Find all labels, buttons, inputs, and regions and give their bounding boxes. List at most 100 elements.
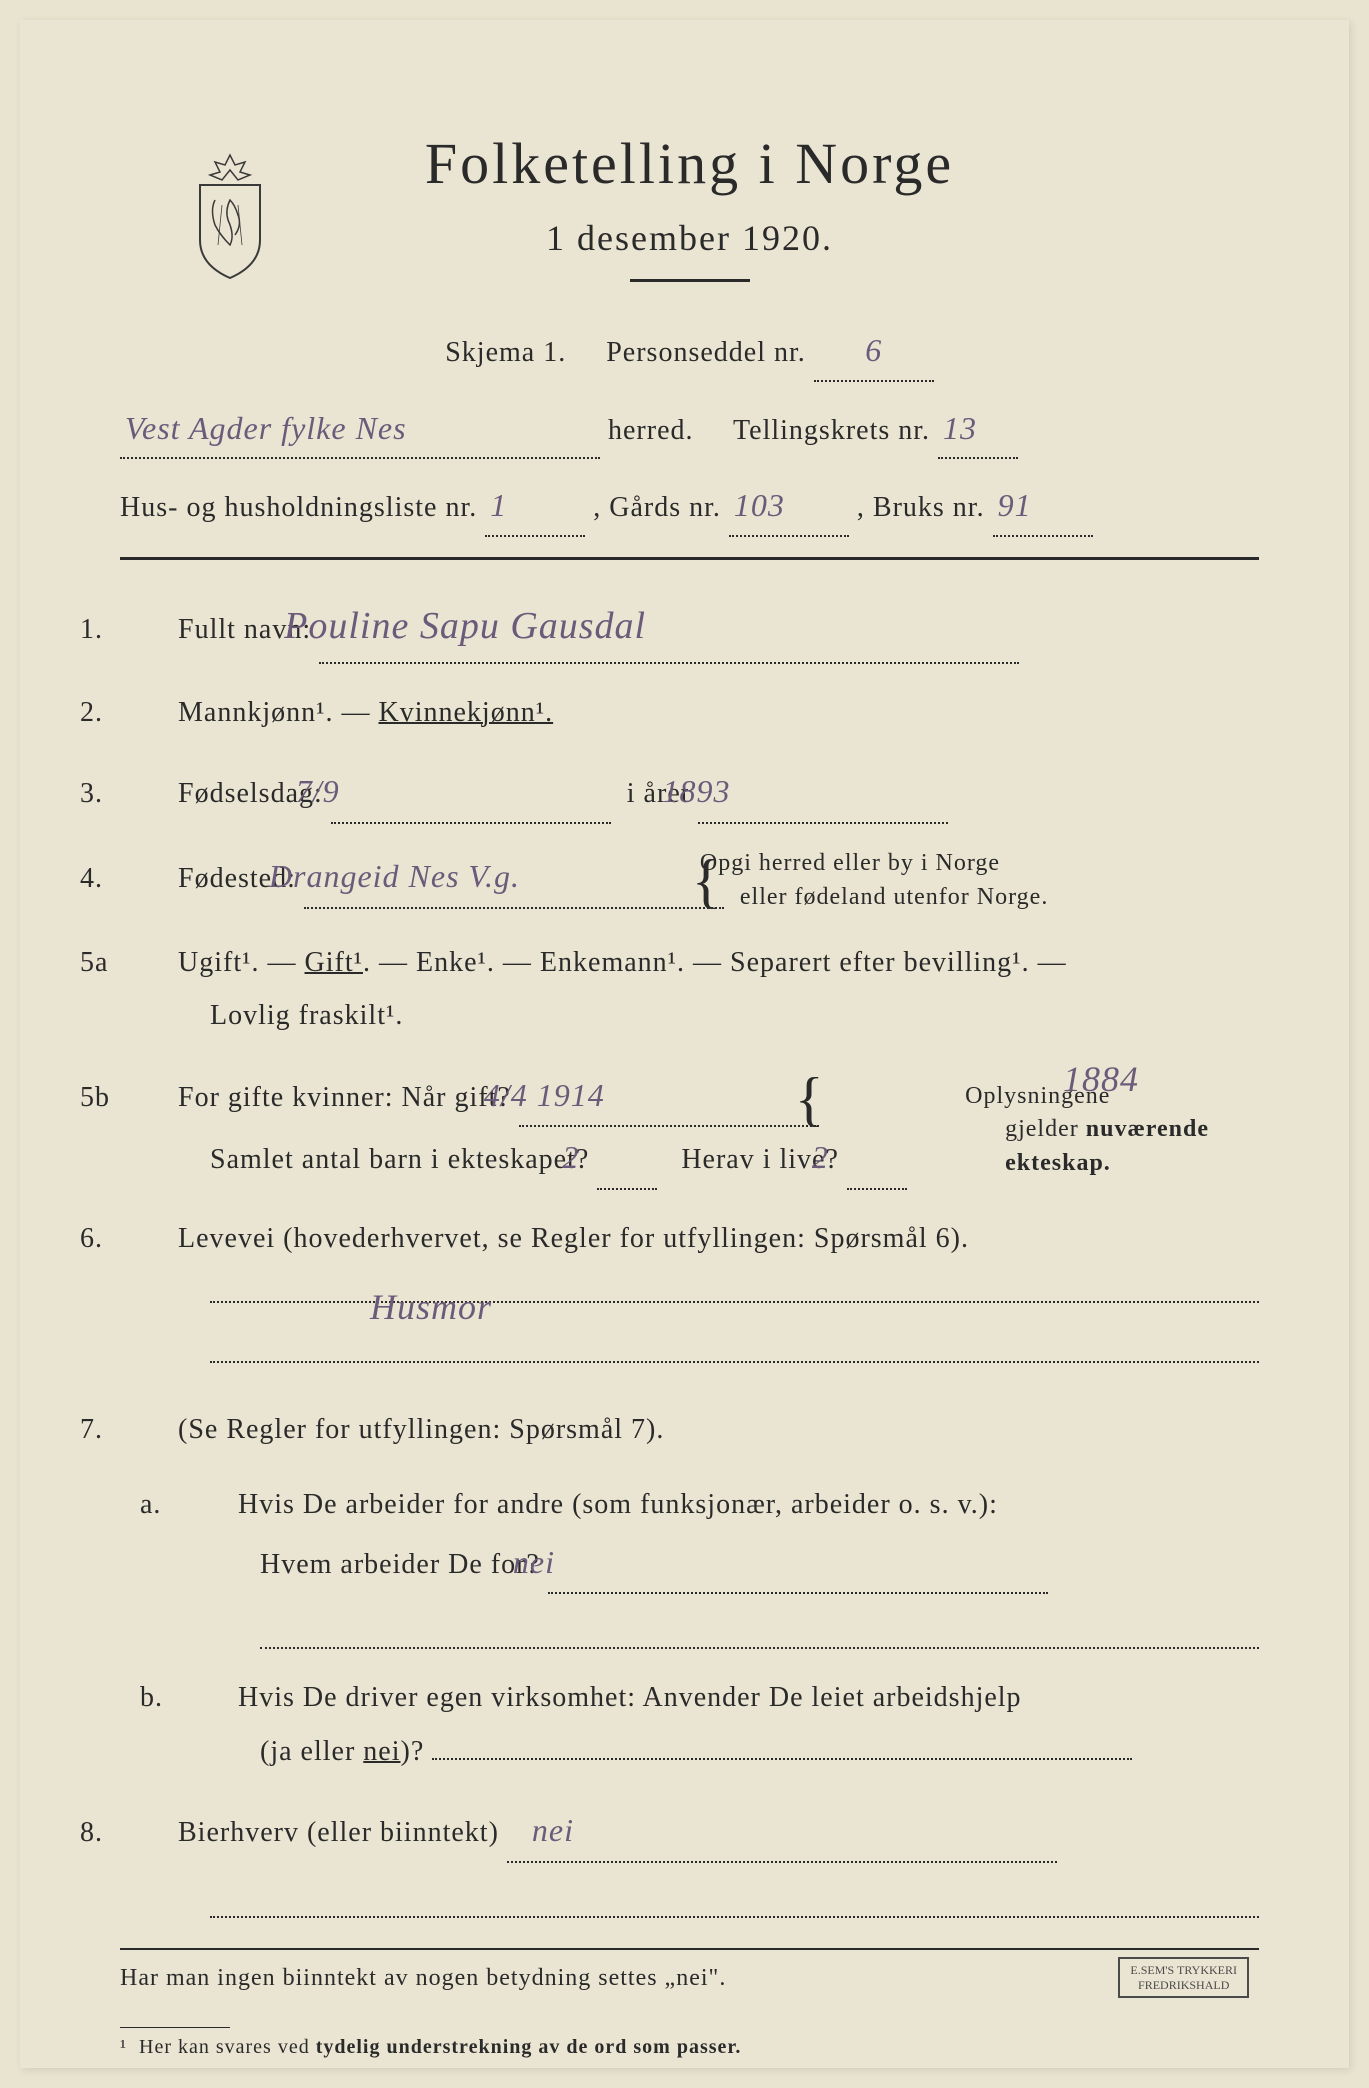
q3-fodselsdag: 3. Fødselsdag: 7/9 i året 1893	[120, 761, 1259, 824]
q7a-label: a.	[180, 1478, 230, 1531]
gards-value: 103	[734, 487, 785, 523]
q2-label: Mannkjønn¹. —	[178, 697, 371, 728]
norwegian-crest-icon	[180, 150, 280, 280]
q5b-live-value: 2	[812, 1139, 829, 1175]
q5a-text2: Lovlig fraskilt¹.	[160, 1000, 403, 1031]
q7b: b. Hvis De driver egen virksomhet: Anven…	[120, 1671, 1259, 1777]
form-header: Folketelling i Norge 1 desember 1920.	[120, 130, 1259, 282]
q8-field2	[210, 1888, 1259, 1918]
stamp-line2: FREDRIKSHALD	[1138, 1978, 1229, 1992]
q7a: a. Hvis De arbeider for andre (som funks…	[120, 1478, 1259, 1649]
q7a-field: nei	[548, 1532, 1048, 1595]
q4-value: Drangeid Nes V.g.	[269, 858, 520, 894]
q5a-text: Ugift¹. — Gift¹. — Enke¹. — Enkemann¹. —…	[178, 947, 1067, 978]
q7b-text: Hvis De driver egen virksomhet: Anvender…	[238, 1682, 1022, 1713]
crest-svg	[180, 150, 280, 280]
husliste-value: 1	[490, 487, 507, 523]
tellingskrets-label: Tellingskrets nr.	[733, 415, 930, 446]
q6-label: Levevei (hovederhvervet, se Regler for u…	[178, 1223, 969, 1254]
census-form-document: Folketelling i Norge 1 desember 1920. Sk…	[20, 20, 1349, 2068]
q8-bierhverv: 8. Bierhverv (eller biinntekt) nei	[120, 1800, 1259, 1918]
q7a-field2	[260, 1619, 1259, 1649]
footnote-divider	[120, 2027, 230, 2028]
q5b-brace-note: Oplysningene gjelder nuværende ekteskap.	[1005, 1080, 1209, 1181]
q7-header: 7. (Se Regler for utfyllingen: Spørsmål …	[120, 1403, 1259, 1456]
q1-field: Pouline Sapu Gausdal	[319, 590, 1019, 664]
title-divider	[630, 279, 750, 282]
skjema-label: Skjema 1.	[445, 337, 566, 368]
q3-year-value: 1893	[663, 773, 731, 809]
q1-num: 1.	[120, 603, 170, 656]
q6-value: Husmor	[170, 1287, 492, 1327]
q6-num: 6.	[120, 1212, 170, 1265]
q8-num: 8.	[120, 1806, 170, 1859]
q4-fodested: 4. Fødested: Drangeid Nes V.g. { Opgi he…	[120, 846, 1259, 914]
herred-label: herred.	[608, 415, 694, 446]
personseddel-label: Personseddel nr.	[606, 337, 806, 368]
husliste-field: 1	[485, 477, 585, 537]
q5b-note3: ekteskap.	[1005, 1150, 1111, 1176]
q7b-field	[432, 1758, 1132, 1760]
footnote-text: Her kan svares ved tydelig understreknin…	[139, 2036, 741, 2058]
form-title: Folketelling i Norge	[120, 130, 1259, 197]
q7a-value: nei	[513, 1544, 555, 1580]
tellingskrets-value: 13	[943, 410, 977, 446]
husliste-label: Hus- og husholdningsliste nr.	[120, 492, 477, 523]
q1-value: Pouline Sapu Gausdal	[284, 605, 646, 647]
bruks-label: , Bruks nr.	[857, 492, 985, 523]
q5b-barn-value: 2	[562, 1139, 579, 1175]
q7-num: 7.	[120, 1403, 170, 1456]
q7b-text2: (ja eller nei)?	[220, 1736, 424, 1767]
bruks-value: 91	[998, 487, 1032, 523]
q5b-gift-field: 4/4 1914	[519, 1065, 819, 1128]
footnote-section: ¹ Her kan svares ved tydelig understrekn…	[120, 2017, 1259, 2059]
skjema-line: Skjema 1. Personseddel nr. 6	[120, 322, 1259, 382]
q4-field: Drangeid Nes V.g.	[304, 846, 724, 909]
q3-year-field: 1893	[698, 761, 948, 824]
footnote-marker: ¹	[120, 2036, 127, 2058]
q4-note1: Opgi herred eller by i Norge	[700, 850, 1000, 876]
q5a-num: 5a	[120, 936, 170, 989]
q6-field2	[210, 1333, 1259, 1363]
q7a-text: Hvis De arbeider for andre (som funksjon…	[238, 1489, 998, 1520]
q5b-label: For gifte kvinner: Når gift?	[178, 1082, 511, 1113]
q6-field: Husmor	[210, 1273, 1259, 1303]
q8-label: Bierhverv (eller biinntekt)	[178, 1817, 499, 1848]
q5b-gifte-kvinner: 1884 5b For gifte kvinner: Når gift? 4/4…	[120, 1065, 1259, 1191]
q5b-num: 5b	[120, 1071, 170, 1124]
gards-label: , Gårds nr.	[593, 492, 721, 523]
q5b-live-field: 2	[847, 1127, 907, 1190]
q5b-note2: gjelder nuværende	[1005, 1116, 1209, 1142]
q5b-barn-label: Samlet antal barn i ekteskapet?	[160, 1144, 589, 1175]
q7-label: (Se Regler for utfyllingen: Spørsmål 7).	[178, 1414, 664, 1445]
personseddel-value: 6	[865, 332, 882, 368]
q1-fullt-navn: 1. Fullt navn: Pouline Sapu Gausdal	[120, 590, 1259, 664]
q5a-sivilstand: 5a Ugift¹. — Gift¹. — Enke¹. — Enkemann¹…	[120, 936, 1259, 1042]
tellingskrets-field: 13	[938, 400, 1018, 460]
q3-day-value: 7/9	[296, 773, 340, 809]
husliste-line: Hus- og husholdningsliste nr. 1 , Gårds …	[120, 477, 1259, 537]
q3-day-field: 7/9	[331, 761, 611, 824]
q8-value: nei	[472, 1812, 574, 1848]
q2-num: 2.	[120, 686, 170, 739]
q7b-label: b.	[180, 1671, 230, 1724]
q5b-barn-field: 2	[597, 1127, 657, 1190]
q4-num: 4.	[120, 852, 170, 905]
q5b-note1: Oplysningene	[965, 1083, 1110, 1109]
printer-stamp: E.SEM'S TRYKKERI FREDRIKSHALD	[1118, 1957, 1249, 1998]
q3-num: 3.	[120, 767, 170, 820]
q2-value: Kvinnekjønn¹.	[379, 697, 554, 728]
footer-note: Har man ingen biinntekt av nogen betydni…	[120, 1948, 1259, 1992]
bruks-field: 91	[993, 477, 1093, 537]
q5b-gift-value: 4/4 1914	[484, 1077, 605, 1113]
form-date: 1 desember 1920.	[120, 217, 1259, 259]
q4-note: Opgi herred eller by i Norge eller fødel…	[740, 847, 1048, 914]
gards-field: 103	[729, 477, 849, 537]
q4-note2: eller fødeland utenfor Norge.	[740, 884, 1048, 910]
stamp-line1: E.SEM'S TRYKKERI	[1130, 1963, 1237, 1977]
q8-field: nei	[507, 1800, 1057, 1863]
fylke-value: Vest Agder fylke Nes	[125, 410, 407, 446]
q2-kjonn: 2. Mannkjønn¹. — Kvinnekjønn¹.	[120, 686, 1259, 739]
section-divider	[120, 557, 1259, 560]
q6-levevei: 6. Levevei (hovederhvervet, se Regler fo…	[120, 1212, 1259, 1363]
